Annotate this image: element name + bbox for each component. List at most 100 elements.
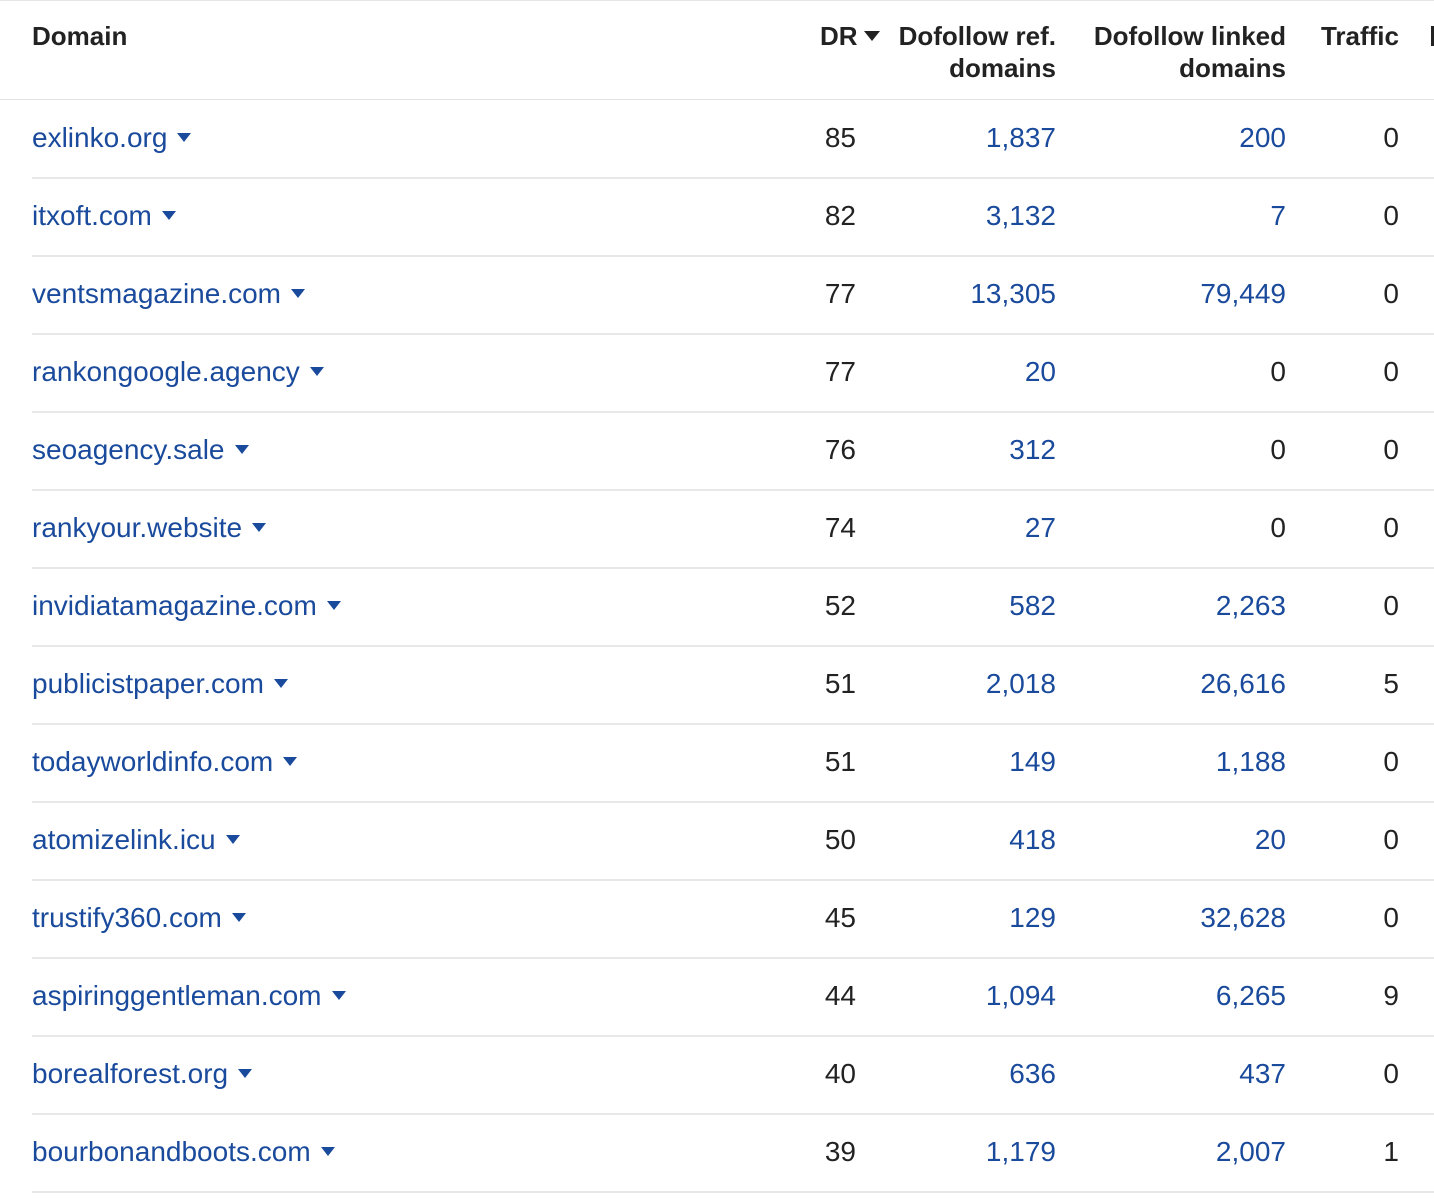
traffic-value: 5 <box>1383 668 1399 699</box>
dr-value: 82 <box>824 200 856 231</box>
dofollow-linked-domains-link[interactable]: 32,628 <box>1200 902 1286 933</box>
domain-link[interactable]: exlinko.org <box>32 121 192 155</box>
domain-name[interactable]: todayworldinfo.com <box>32 746 274 777</box>
header-dr[interactable]: DR <box>820 20 880 52</box>
domain-name[interactable]: aspiringgentleman.com <box>32 980 322 1011</box>
domain-link[interactable]: publicistpaper.com <box>32 667 288 701</box>
dofollow-linked-domains-link[interactable]: 1,188 <box>1215 746 1286 777</box>
dofollow-ref-domains-link[interactable]: 2,018 <box>985 668 1056 699</box>
domain-link[interactable]: atomizelink.icu <box>32 823 240 857</box>
dofollow-linked-domains-link[interactable]: 2,007 <box>1215 1136 1286 1167</box>
header-domain[interactable]: Domain <box>32 21 128 51</box>
table-row: rankongoogle.agency 77 20 0 0 <box>32 335 1434 413</box>
traffic-value: 0 <box>1383 746 1399 777</box>
dropdown-caret-icon[interactable] <box>320 1147 335 1156</box>
header-dofollow-linked-domains[interactable]: Dofollow linked domains <box>1066 20 1286 84</box>
dropdown-caret-icon[interactable] <box>283 757 298 766</box>
domain-name[interactable]: rankongoogle.agency <box>32 356 300 387</box>
dofollow-ref-domains-link[interactable]: 27 <box>1024 512 1056 543</box>
traffic-value: 1 <box>1383 1136 1399 1167</box>
dofollow-linked-domains-link[interactable]: 2,263 <box>1215 590 1286 621</box>
domain-name[interactable]: invidiatamagazine.com <box>32 590 317 621</box>
table-row: atomizelink.icu 50 418 20 0 <box>32 803 1434 881</box>
dr-value: 44 <box>824 980 856 1011</box>
dropdown-caret-icon[interactable] <box>225 835 240 844</box>
dropdown-caret-icon[interactable] <box>238 1069 253 1078</box>
dofollow-ref-domains-link[interactable]: 1,094 <box>985 980 1056 1011</box>
dropdown-caret-icon[interactable] <box>291 289 306 298</box>
domain-link[interactable]: borealforest.org <box>32 1057 253 1091</box>
table-row: todayworldinfo.com 51 149 1,188 0 <box>32 725 1434 803</box>
dr-value: 77 <box>824 356 856 387</box>
domain-link[interactable]: rankongoogle.agency <box>32 355 324 389</box>
traffic-value: 0 <box>1383 590 1399 621</box>
domain-name[interactable]: exlinko.org <box>32 122 168 153</box>
domain-link[interactable]: trustify360.com <box>32 901 246 935</box>
domain-link[interactable]: invidiatamagazine.com <box>32 589 341 623</box>
table-row: seoagency.sale 76 312 0 0 <box>32 413 1434 491</box>
header-traffic[interactable]: Traffic <box>1320 21 1399 51</box>
dr-value: 51 <box>824 668 856 699</box>
dofollow-linked-domains-link[interactable]: 26,616 <box>1200 668 1286 699</box>
domain-name[interactable]: rankyour.website <box>32 512 243 543</box>
header-dofollow-ref-domains[interactable]: Dofollow ref. domains <box>856 20 1056 84</box>
dofollow-linked-domains-value: 0 <box>1270 512 1286 543</box>
domain-link[interactable]: todayworldinfo.com <box>32 745 298 779</box>
table-row: bourbonandboots.com 39 1,179 2,007 1 <box>32 1115 1434 1193</box>
dofollow-ref-domains-link[interactable]: 13,305 <box>970 278 1056 309</box>
dropdown-caret-icon[interactable] <box>231 913 246 922</box>
dofollow-linked-domains-link[interactable]: 200 <box>1239 122 1286 153</box>
dropdown-caret-icon[interactable] <box>309 367 324 376</box>
domain-name[interactable]: borealforest.org <box>32 1058 229 1089</box>
dofollow-linked-domains-link[interactable]: 6,265 <box>1215 980 1286 1011</box>
domain-name[interactable]: ventsmagazine.com <box>32 278 282 309</box>
table-header-row: Domain DR Dofollow ref. domains Dofollow… <box>0 0 1434 100</box>
dropdown-caret-icon[interactable] <box>161 211 176 220</box>
traffic-value: 0 <box>1383 902 1399 933</box>
dofollow-linked-domains-link[interactable]: 79,449 <box>1200 278 1286 309</box>
dofollow-linked-domains-link[interactable]: 20 <box>1254 824 1286 855</box>
table-row: aspiringgentleman.com 44 1,094 6,265 9 <box>32 959 1434 1037</box>
dropdown-caret-icon[interactable] <box>331 991 346 1000</box>
domain-name[interactable]: trustify360.com <box>32 902 222 933</box>
sort-desc-icon <box>863 31 880 41</box>
dropdown-caret-icon[interactable] <box>234 445 249 454</box>
dofollow-ref-domains-link[interactable]: 582 <box>1009 590 1056 621</box>
dofollow-ref-domains-link[interactable]: 149 <box>1009 746 1056 777</box>
table-row: invidiatamagazine.com 52 582 2,263 0 <box>32 569 1434 647</box>
dofollow-ref-domains-link[interactable]: 3,132 <box>985 200 1056 231</box>
domain-link[interactable]: seoagency.sale <box>32 433 249 467</box>
domain-name[interactable]: itxoft.com <box>32 200 152 231</box>
dofollow-ref-domains-link[interactable]: 1,837 <box>985 122 1056 153</box>
dofollow-linked-domains-link[interactable]: 7 <box>1270 200 1286 231</box>
table-row: publicistpaper.com 51 2,018 26,616 5 <box>32 647 1434 725</box>
dofollow-ref-domains-link[interactable]: 312 <box>1009 434 1056 465</box>
dofollow-ref-domains-link[interactable]: 129 <box>1009 902 1056 933</box>
dropdown-caret-icon[interactable] <box>326 601 341 610</box>
dofollow-ref-domains-link[interactable]: 20 <box>1024 356 1056 387</box>
dr-value: 51 <box>824 746 856 777</box>
dofollow-ref-domains-link[interactable]: 418 <box>1009 824 1056 855</box>
domain-name[interactable]: bourbonandboots.com <box>32 1136 311 1167</box>
domain-link[interactable]: aspiringgentleman.com <box>32 979 346 1013</box>
dropdown-caret-icon[interactable] <box>273 679 288 688</box>
dropdown-caret-icon[interactable] <box>252 523 267 532</box>
dofollow-ref-domains-link[interactable]: 1,179 <box>985 1136 1056 1167</box>
domain-name[interactable]: seoagency.sale <box>32 434 225 465</box>
domain-name[interactable]: atomizelink.icu <box>32 824 216 855</box>
column-resize-handle[interactable] <box>1431 26 1434 46</box>
dropdown-caret-icon[interactable] <box>177 133 192 142</box>
table-row: exlinko.org 85 1,837 200 0 <box>32 101 1434 179</box>
domain-link[interactable]: rankyour.website <box>32 511 267 545</box>
traffic-value: 0 <box>1383 1058 1399 1089</box>
dofollow-linked-domains-link[interactable]: 437 <box>1239 1058 1286 1089</box>
traffic-value: 0 <box>1383 512 1399 543</box>
domain-name[interactable]: publicistpaper.com <box>32 668 264 699</box>
dr-value: 52 <box>824 590 856 621</box>
dofollow-ref-domains-link[interactable]: 636 <box>1009 1058 1056 1089</box>
traffic-value: 0 <box>1383 278 1399 309</box>
domain-link[interactable]: ventsmagazine.com <box>32 277 306 311</box>
domain-link[interactable]: itxoft.com <box>32 199 176 233</box>
traffic-value: 0 <box>1383 122 1399 153</box>
domain-link[interactable]: bourbonandboots.com <box>32 1135 335 1169</box>
